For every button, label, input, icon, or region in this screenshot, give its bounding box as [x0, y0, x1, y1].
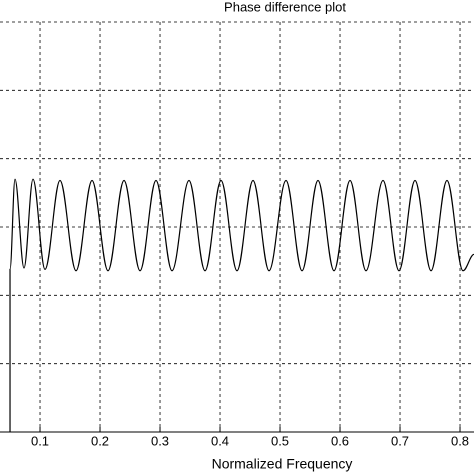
x-tick-label: 0.5: [271, 433, 289, 448]
x-tick-label: 0.6: [331, 433, 349, 448]
chart-title: Phase difference plot: [224, 0, 346, 14]
x-tick-label: 0.8: [451, 433, 469, 448]
x-axis-label: Normalized Frequency: [212, 456, 353, 472]
x-tick-label: 0.4: [211, 433, 229, 448]
x-tick-label: 0.2: [91, 433, 109, 448]
data-line: [9, 178, 474, 432]
x-tick-label: 0.7: [391, 433, 409, 448]
x-tick-label: 0.1: [31, 433, 49, 448]
x-tick-label: 0.3: [151, 433, 169, 448]
